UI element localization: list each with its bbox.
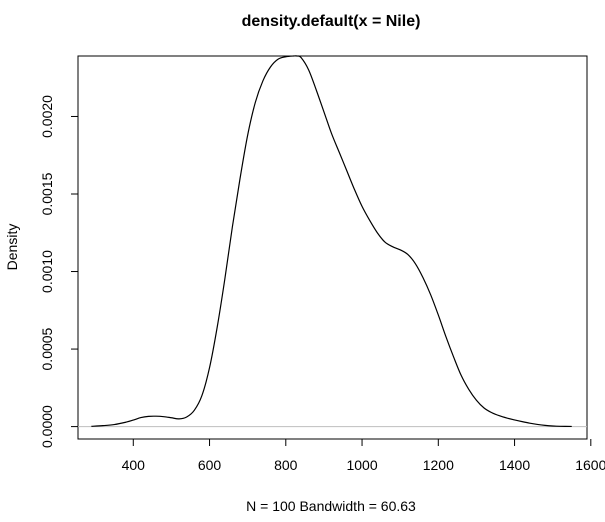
x-tick-label: 1600: [575, 457, 605, 473]
y-tick-label: 0.0010: [39, 250, 55, 293]
x-tick-label: 1200: [423, 457, 454, 473]
x-tick-label: 1400: [499, 457, 530, 473]
x-tick-label: 600: [198, 457, 222, 473]
x-tick-label: 800: [274, 457, 298, 473]
y-tick-label: 0.0015: [39, 172, 55, 215]
x-axis: 400 600 800 1000 1200 1400 1600: [122, 439, 605, 473]
y-tick-label: 0.0005: [39, 327, 55, 370]
density-series-line: [91, 55, 572, 428]
y-tick-label: 0.0020: [39, 95, 55, 138]
y-tick-label: 0.0000: [39, 405, 55, 448]
x-tick-label: 1000: [346, 457, 377, 473]
chart-title: density.default(x = Nile): [242, 13, 421, 30]
x-tick-label: 400: [122, 457, 146, 473]
plot-frame: [77, 55, 588, 440]
y-axis: 0.0000 0.0005 0.0010 0.0015 0.0020: [39, 95, 78, 448]
x-axis-label: N = 100 Bandwidth = 60.63: [246, 498, 416, 514]
y-axis-label: Density: [4, 224, 20, 271]
